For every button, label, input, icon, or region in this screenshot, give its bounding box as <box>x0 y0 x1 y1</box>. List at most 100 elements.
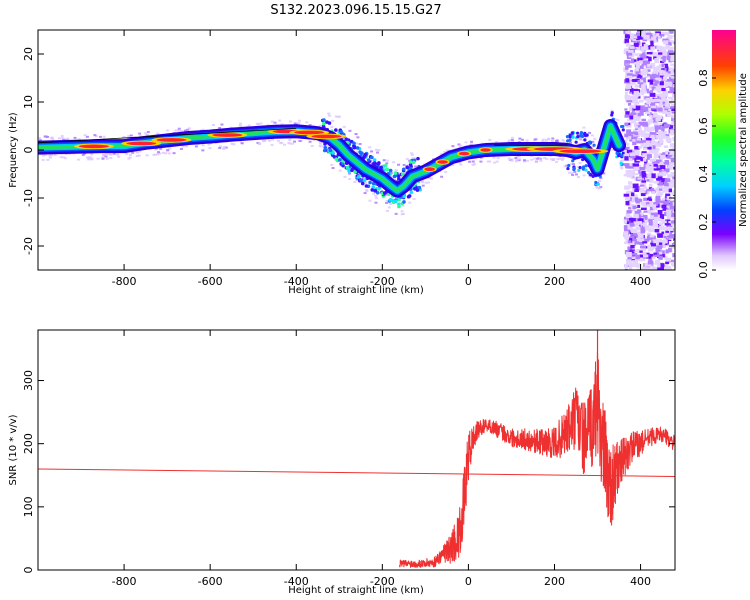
spectrogram-halo-cell <box>578 142 582 145</box>
spectrogram-noise-cell <box>642 237 648 240</box>
spectrogram-noise-cell <box>638 60 643 64</box>
spectrogram-noise-cell <box>633 91 640 95</box>
spectrogram-halo-cell <box>439 153 443 156</box>
spectrogram-noise-cell <box>661 231 665 234</box>
spectrogram-halo-cell <box>620 167 624 170</box>
spectrogram-halo-cell <box>46 135 50 138</box>
spectrogram-halo-cell <box>288 120 292 123</box>
snr-frame <box>37 329 676 571</box>
spectrogram-noise-cell <box>636 140 643 144</box>
spectrogram-noise-cell <box>634 125 638 129</box>
spectrogram-halo-cell <box>523 160 527 163</box>
snr-background <box>38 330 675 570</box>
spectrogram-noise-cell <box>663 131 668 134</box>
spectrogram-halo-cell <box>318 145 322 148</box>
spectrogram-cluster-cell <box>388 168 393 173</box>
spectrogram-noise-cell <box>638 198 643 202</box>
spectrogram-noise-cell <box>630 245 635 249</box>
spectrogram-halo-cell <box>308 140 312 143</box>
spectrogram-cluster-cell <box>323 145 328 150</box>
spectrogram-noise-cell <box>625 251 632 257</box>
spectrogram-peak <box>311 134 342 139</box>
spectrogram-halo-cell <box>179 148 183 151</box>
spectrogram-noise-cell <box>645 267 651 270</box>
spectrogram-reference-line <box>38 128 297 144</box>
spectrogram-cluster-cell <box>321 121 326 126</box>
spectrogram-halo-cell <box>348 172 352 175</box>
spectrogram-halo-cell <box>563 165 567 168</box>
spectrogram-halo-cell <box>602 172 606 175</box>
spectrogram-cluster-cell <box>393 171 398 175</box>
spectrogram-noise-cell <box>673 209 675 212</box>
spectrogram-halo-cell <box>386 159 390 162</box>
spectrogram-noise-cell <box>634 173 639 176</box>
spectrogram-noise-cell <box>670 157 675 163</box>
spectrogram-noise-cell <box>623 146 630 150</box>
spectrogram-noise-cell <box>650 46 655 51</box>
spectrogram-noise-cell <box>658 186 663 191</box>
spectrogram-noise-cell <box>662 190 667 193</box>
spectrogram-noise-cell <box>665 261 670 265</box>
spectrogram-halo-cell <box>551 137 555 140</box>
spectrogram-noise-cell <box>652 221 658 227</box>
spectrogram-noise-cell <box>659 81 664 86</box>
spectrogram-noise-cell <box>665 31 670 36</box>
spectrogram-noise-cell <box>625 78 630 83</box>
spectrogram-noise-cell <box>636 125 641 129</box>
spectrogram-noise-cell <box>662 71 668 76</box>
spectrogram-cluster-cell <box>372 158 377 162</box>
spectrogram-noise-cell <box>652 145 656 150</box>
spectrogram-halo-cell <box>443 151 447 154</box>
spectrogram-noise-cell <box>630 131 635 135</box>
spectrogram-noise-cell <box>637 234 644 239</box>
spectrogram-noise-cell <box>632 78 638 82</box>
spectrogram-noise-cell <box>653 166 658 171</box>
spectrogram-noise-cell <box>663 234 667 239</box>
spectrogram-halo-cell <box>158 152 162 155</box>
spectrogram-noise-cell <box>639 242 645 245</box>
spectrogram-halo-cell <box>585 135 589 138</box>
spectrogram-x-tick-label: 0 <box>465 275 472 288</box>
spectrogram-noise-cell <box>661 204 667 209</box>
snr-x-tick-label: -200 <box>370 575 395 588</box>
spectrogram-halo-cell <box>619 165 623 168</box>
spectrogram-halo-cell <box>495 141 499 144</box>
spectrogram-noise-cell <box>633 250 637 255</box>
spectrogram-halo-cell <box>288 139 292 142</box>
spectrogram-x-tick-label: 200 <box>544 275 565 288</box>
spectrogram-noise-cell <box>658 52 663 55</box>
spectrogram-halo-cell <box>451 163 455 166</box>
spectrogram-halo-cell <box>468 160 472 163</box>
spectrogram-noise-cell <box>648 149 655 154</box>
spectrogram-halo-cell <box>232 143 236 146</box>
spectrogram-halo-cell <box>240 142 244 145</box>
spectrogram-halo-cell <box>159 147 163 150</box>
spectrogram-noise-cell <box>664 226 670 231</box>
spectrogram-halo-cell <box>370 150 374 153</box>
spectrogram-noise-cell <box>625 200 630 206</box>
spectrogram-halo-cell <box>238 124 242 127</box>
spectrogram-halo-cell <box>87 156 91 159</box>
colorbar-gradient <box>712 30 736 270</box>
spectrogram-noise-cell <box>669 143 675 148</box>
spectrogram-noise-cell <box>645 262 652 267</box>
spectrogram-noise-cell <box>636 74 643 78</box>
spectrogram-noise-cell <box>658 130 663 136</box>
spectrogram-cluster-cell <box>344 137 349 141</box>
spectrogram-noise-cell <box>659 123 666 126</box>
spectrogram-halo-cell <box>591 140 595 143</box>
spectrogram-noise-cell <box>658 69 664 73</box>
spectrogram-noise-cell <box>636 138 642 143</box>
spectrogram-noise-cell <box>626 149 633 154</box>
spectrogram-noise-cell <box>658 251 663 255</box>
spectrogram-halo-cell <box>61 137 65 140</box>
spectrogram-noise-cell <box>639 172 644 177</box>
spectrogram-noise-cell <box>639 250 643 253</box>
spectrogram-noise-cell <box>645 97 652 101</box>
spectrogram-halo-cell <box>413 157 417 160</box>
spectrogram-noise-cell <box>649 92 656 97</box>
spectrogram-halo-cell <box>342 125 346 128</box>
spectrogram-noise-cell <box>648 257 653 263</box>
spectrogram-cluster-cell <box>621 128 625 132</box>
spectrogram-noise-cell <box>657 209 663 215</box>
